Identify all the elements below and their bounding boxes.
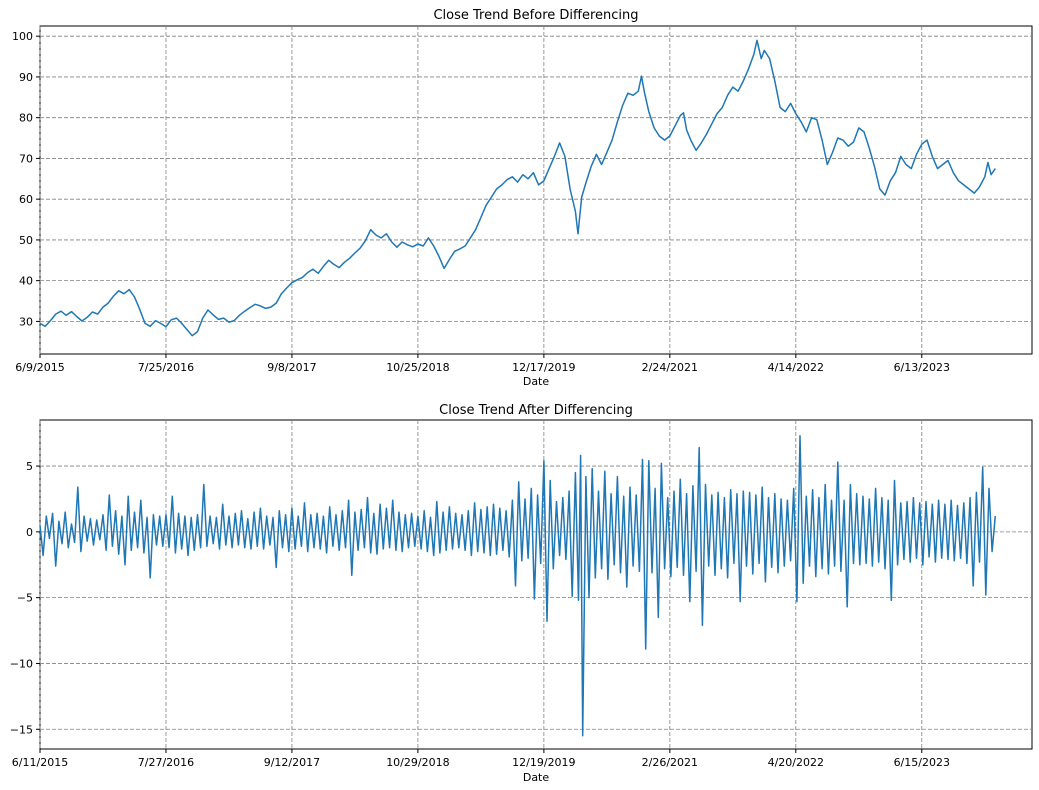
- x-axis-title: Date: [523, 771, 550, 784]
- chart-after-differencing: 6/11/2015 7/27/2016 9/12/2017 10/29/2018 12/…: [10, 403, 1033, 784]
- x-tick-label: 4/20/2022: [768, 756, 824, 769]
- y-tick-label: 30: [19, 315, 33, 328]
- close-series-line: [39, 39, 996, 337]
- x-tick-label: 7/25/2016: [138, 361, 194, 374]
- y-tick-label: 5: [26, 460, 33, 473]
- y-tick-label: −5: [17, 592, 33, 605]
- y-tick-label: 70: [19, 152, 33, 165]
- x-axis-title: Date: [523, 375, 550, 388]
- y-tick-label: −15: [10, 723, 33, 736]
- differenced-close-series-line: [39, 435, 997, 737]
- x-tick-label: 7/27/2016: [138, 756, 194, 769]
- axis-ticks: 6/11/2015 7/27/2016 9/12/2017 10/29/2018 12/…: [10, 460, 950, 769]
- x-tick-label: 2/24/2021: [642, 361, 698, 374]
- x-tick-label: 12/17/2019: [512, 361, 575, 374]
- plot-area-frame: [39, 25, 1033, 355]
- y-tick-label: 0: [26, 526, 33, 539]
- y-tick-label: 60: [19, 193, 33, 206]
- chart-title: Close Trend After Differencing: [439, 403, 633, 418]
- grid-lines: [39, 420, 1032, 749]
- plot-area-frame: [39, 419, 1033, 750]
- y-tick-label: 40: [19, 275, 33, 288]
- x-tick-label: 10/29/2018: [386, 756, 449, 769]
- grid-lines: [39, 26, 1032, 354]
- chart-title: Close Trend Before Differencing: [433, 8, 638, 23]
- y-tick-label: 80: [19, 112, 33, 125]
- y-tick-label: 90: [19, 71, 33, 84]
- x-tick-label: 12/19/2019: [512, 756, 575, 769]
- y-tick-label: −10: [10, 657, 33, 670]
- x-tick-label: 6/13/2023: [894, 361, 950, 374]
- chart-before-differencing: 6/9/2015 7/25/2016 9/8/2017 10/25/2018 12/17…: [12, 8, 1033, 388]
- x-tick-label: 6/9/2015: [15, 361, 64, 374]
- x-tick-label: 9/12/2017: [264, 756, 320, 769]
- y-tick-label: 50: [19, 234, 33, 247]
- x-tick-label: 6/15/2023: [894, 756, 950, 769]
- x-tick-label: 9/8/2017: [267, 361, 316, 374]
- x-tick-label: 2/26/2021: [642, 756, 698, 769]
- axis-ticks: 6/9/2015 7/25/2016 9/8/2017 10/25/2018 12/17…: [12, 30, 950, 374]
- x-tick-label: 10/25/2018: [386, 361, 449, 374]
- x-tick-label: 4/14/2022: [768, 361, 824, 374]
- x-tick-label: 6/11/2015: [12, 756, 68, 769]
- y-tick-label: 100: [12, 30, 33, 43]
